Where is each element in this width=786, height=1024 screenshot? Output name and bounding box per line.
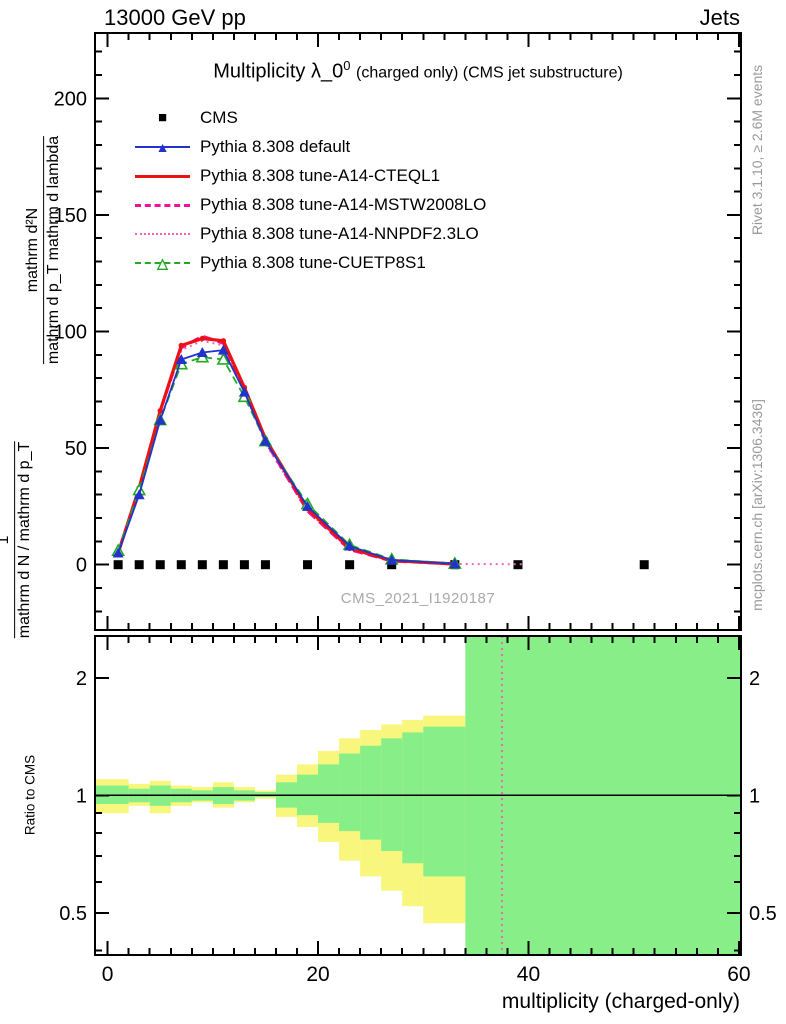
tick-label: 2 [76,668,87,690]
tick-label: 0.5 [749,903,777,925]
legend-item: ■ CMS [135,103,486,132]
y-axis-label-denominator: mathrm d p_T mathrm d lambda [45,135,63,365]
legend-swatch [135,196,190,214]
y-axis-label-denominator: mathrm d N / mathrm d p_T [16,441,34,639]
legend-label: Pythia 8.308 tune-A14-NNPDF2.3LO [200,223,479,243]
tick-label: 0.5 [59,903,87,925]
legend-line-sample [135,145,190,148]
plot-title-superscript: 0 [343,58,351,73]
tick-label: 1 [76,785,87,807]
fraction-bar [14,441,16,639]
y-axis-label-numerator: mathrm d²N [24,207,42,293]
watermark-analysis-id: CMS_2021_I1920187 [340,590,496,607]
legend-swatch [135,167,190,185]
legend-line-sample [135,174,190,178]
legend-marker-square: ■ [157,108,168,126]
tick-label: 1 [749,785,760,807]
x-axis-label: multiplicity (charged-only) [501,990,740,1013]
y-axis-label-fraction-inner: mathrm d²N mathrm d p_T mathrm d lambda [24,135,64,365]
tick-label: 0 [102,963,114,986]
legend-item: △ Pythia 8.308 tune-CUETP8S1 [135,248,486,277]
beam-energy-label: 13000 GeV pp [104,5,246,30]
legend-line-sample [135,232,190,235]
tick-label: 40 [517,963,540,986]
mcplots-arxiv-note: mcplots.cern.ch [arXiv:1306.3436] [749,399,765,611]
legend-label: CMS [200,107,238,127]
tick-label: 100 [54,322,87,344]
tick-label: 50 [65,438,87,460]
legend-swatch: △ [135,254,190,272]
y-axis-label-numerator: 1 [0,536,14,545]
tick-label: 150 [54,205,87,227]
legend-label: Pythia 8.308 default [200,136,351,156]
legend-label: Pythia 8.308 tune-CUETP8S1 [200,252,426,272]
fraction-bar [43,135,45,365]
tick-label: 2 [749,668,760,690]
legend-line-sample [135,203,190,207]
tick-label: 0 [76,555,87,577]
ratio-y-axis-label: Ratio to CMS [22,754,38,836]
analysis-type-label: Jets [699,5,740,30]
tick-label: 60 [727,963,750,986]
legend-label: Pythia 8.308 tune-A14-MSTW2008LO [200,194,487,214]
legend-swatch: ■ [135,109,190,127]
tick-label: 200 [54,88,87,110]
plot-title-qualifier: (charged only) (CMS jet substructure) [356,64,623,82]
legend-item: Pythia 8.308 tune-A14-NNPDF2.3LO [135,219,486,248]
legend-item: Pythia 8.308 tune-A14-MSTW2008LO [135,190,486,219]
legend: ■ CMS ▲ Pythia 8.308 default Pythia 8.308 tu… [135,103,486,277]
legend-swatch [135,225,190,243]
y-axis-label-fraction-outer: 1 mathrm d N / mathrm d p_T [0,441,35,639]
legend-marker-triangle: ▲ [155,138,170,155]
plot-title-main: Multiplicity λ_0 [213,60,344,83]
legend-marker-triangle-open: △ [157,254,168,271]
legend-swatch: ▲ [135,138,190,156]
legend-line-sample [135,261,190,264]
legend-label: Pythia 8.308 tune-A14-CTEQL1 [200,165,441,185]
legend-item: Pythia 8.308 tune-A14-CTEQL1 [135,161,486,190]
rivet-version-note: Rivet 3.1.10, ≥ 2.6M events [749,64,765,236]
legend-item: ▲ Pythia 8.308 default [135,132,486,161]
tick-label: 20 [306,963,329,986]
plot-title: Multiplicity λ_00 (charged only) (CMS je… [95,58,741,84]
